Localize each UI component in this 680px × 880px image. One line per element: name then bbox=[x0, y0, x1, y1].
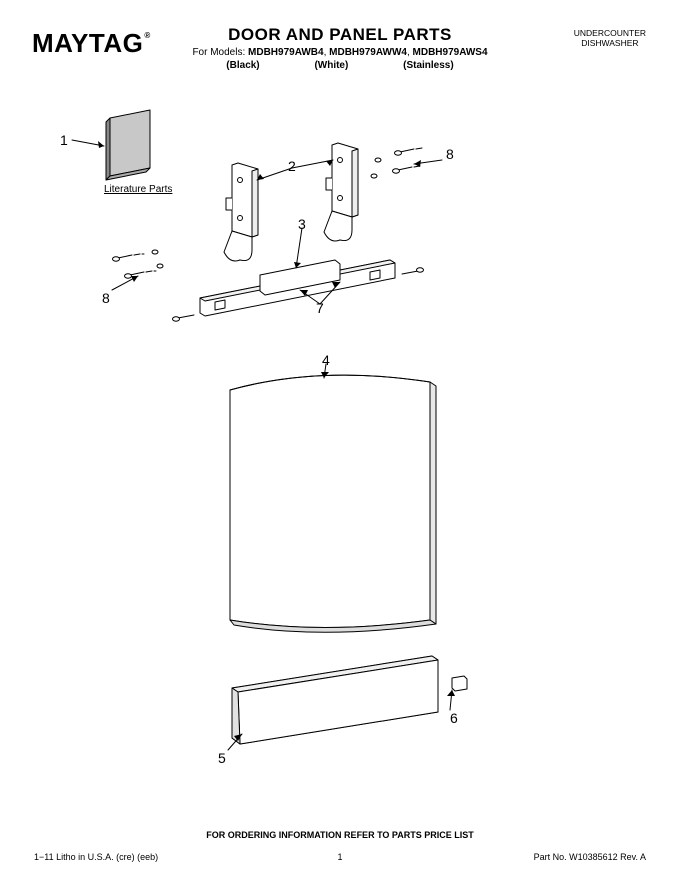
color-2: (Stainless) bbox=[403, 60, 454, 71]
part-screws-left bbox=[113, 250, 164, 278]
footer-ordering-info: FOR ORDERING INFORMATION REFER TO PARTS … bbox=[0, 830, 680, 840]
exploded-diagram bbox=[0, 80, 680, 820]
models-prefix: For Models: bbox=[192, 47, 245, 58]
color-1: (White) bbox=[314, 60, 348, 71]
part-kick-panel bbox=[232, 656, 438, 744]
callout-6: 6 bbox=[450, 710, 458, 726]
literature-parts-link[interactable]: Literature Parts bbox=[104, 184, 172, 195]
callout-2: 2 bbox=[288, 158, 296, 174]
model-0: MDBH979AWB4 bbox=[248, 47, 324, 58]
product-type: UNDERCOUNTER DISHWASHER bbox=[574, 28, 646, 48]
part-door-panel bbox=[230, 375, 436, 632]
models-line: For Models: MDBH979AWB4, MDBH979AWW4, MD… bbox=[0, 47, 680, 58]
callout-1: 1 bbox=[60, 132, 68, 148]
colors-line: (Black) (White) (Stainless) bbox=[0, 60, 680, 71]
product-type-line2: DISHWASHER bbox=[574, 38, 646, 48]
callout-7: 7 bbox=[316, 300, 324, 316]
part-hinge-right bbox=[324, 143, 358, 241]
callout-5: 5 bbox=[218, 750, 226, 766]
callout-8l: 8 bbox=[102, 290, 110, 306]
model-2: MDBH979AWS4 bbox=[413, 47, 488, 58]
part-hinge-left bbox=[224, 163, 258, 261]
product-type-line1: UNDERCOUNTER bbox=[574, 28, 646, 38]
callout-3: 3 bbox=[298, 216, 306, 232]
part-bracket-bar bbox=[200, 260, 395, 316]
color-0: (Black) bbox=[226, 60, 259, 71]
model-1: MDBH979AWW4 bbox=[329, 47, 407, 58]
footer-part-no: Part No. W10385612 Rev. A bbox=[534, 852, 646, 862]
part-clip bbox=[452, 676, 467, 691]
callout-8r: 8 bbox=[446, 146, 454, 162]
callout-4: 4 bbox=[322, 352, 330, 368]
part-literature bbox=[106, 110, 150, 180]
part-screws-right bbox=[371, 148, 422, 178]
